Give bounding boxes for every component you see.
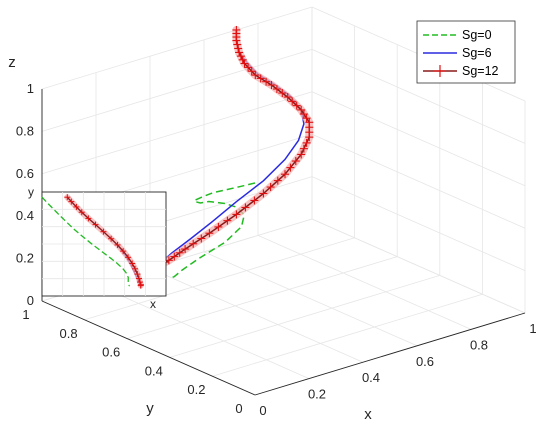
grid-line-floor-y	[212, 293, 483, 377]
x-tick-label: 1	[529, 321, 536, 336]
y-tick-label: 0	[235, 401, 242, 416]
y-axis-label: y	[146, 400, 154, 417]
y-tick-label: 0.4	[145, 363, 163, 378]
series-lines	[154, 25, 314, 279]
legend: Sg=0 Sg=6 Sg=12	[416, 20, 516, 84]
legend-label-sg12: Sg=12	[462, 64, 499, 78]
x-tick-label: 0.6	[416, 354, 434, 369]
legend-label-sg0: Sg=0	[462, 28, 492, 42]
grid-line-floor-x	[311, 218, 526, 314]
grid-line-floor-y	[84, 237, 355, 321]
grid-line-side-z	[311, 49, 526, 144]
series-line-sg6	[154, 30, 305, 268]
z-tick-label: 0.4	[16, 208, 34, 223]
grid-line-floor-y	[169, 275, 440, 358]
tick-labels: 00.20.40.60.8100.20.40.60.8100.20.40.60.…	[16, 81, 537, 418]
legend-label-sg6: Sg=6	[462, 46, 492, 60]
z-tick-label: 0	[27, 293, 34, 308]
inset-markers-sg12	[64, 194, 144, 289]
inset-projection	[41, 191, 167, 297]
grid-line-floor-x	[149, 267, 364, 363]
y-axis-line	[41, 300, 256, 396]
z-tick-label: 0.8	[16, 123, 34, 138]
grid-line-side-z	[311, 176, 526, 271]
y-tick-label: 1	[22, 307, 29, 322]
z-tick-label: 0.2	[16, 251, 34, 266]
x-tick-label: 0.8	[470, 337, 488, 352]
inset-y-label: y	[28, 185, 34, 199]
z-axis-label: z	[8, 54, 16, 71]
z-tick-label: 0.6	[16, 166, 34, 181]
grid-line-side-z	[311, 91, 526, 187]
inset-x-label: x	[150, 297, 156, 311]
y-tick-label: 0.8	[60, 326, 78, 341]
grid-line-back-z	[41, 6, 313, 90]
series-halo-sg12	[154, 26, 314, 270]
x-axis-label: x	[364, 406, 372, 423]
y-tick-label: 0.2	[187, 382, 205, 397]
grid-line-floor-x	[95, 284, 310, 379]
x-tick-label: 0.2	[308, 387, 326, 402]
grid-line-side-z	[311, 133, 526, 229]
inset-line-sg0	[41, 196, 130, 287]
grid-line-floor-x	[257, 235, 472, 330]
series-markers-sg12	[154, 25, 314, 270]
series-line-sg0	[171, 182, 256, 279]
grid-line-back-z	[41, 49, 313, 132]
series-line-sg12	[157, 30, 311, 267]
grid-line-floor-x	[203, 251, 418, 347]
x-tick-label: 0	[259, 403, 266, 418]
legend-box	[416, 20, 516, 84]
z-tick-label: 1	[27, 81, 34, 96]
x-tick-label: 0.4	[362, 370, 380, 385]
x-axis-line	[254, 312, 526, 396]
legend-marker-sg12	[434, 65, 446, 77]
y-tick-label: 0.6	[102, 345, 120, 360]
grid-line-floor-y	[127, 256, 398, 339]
grid-line-back-z	[41, 91, 313, 175]
